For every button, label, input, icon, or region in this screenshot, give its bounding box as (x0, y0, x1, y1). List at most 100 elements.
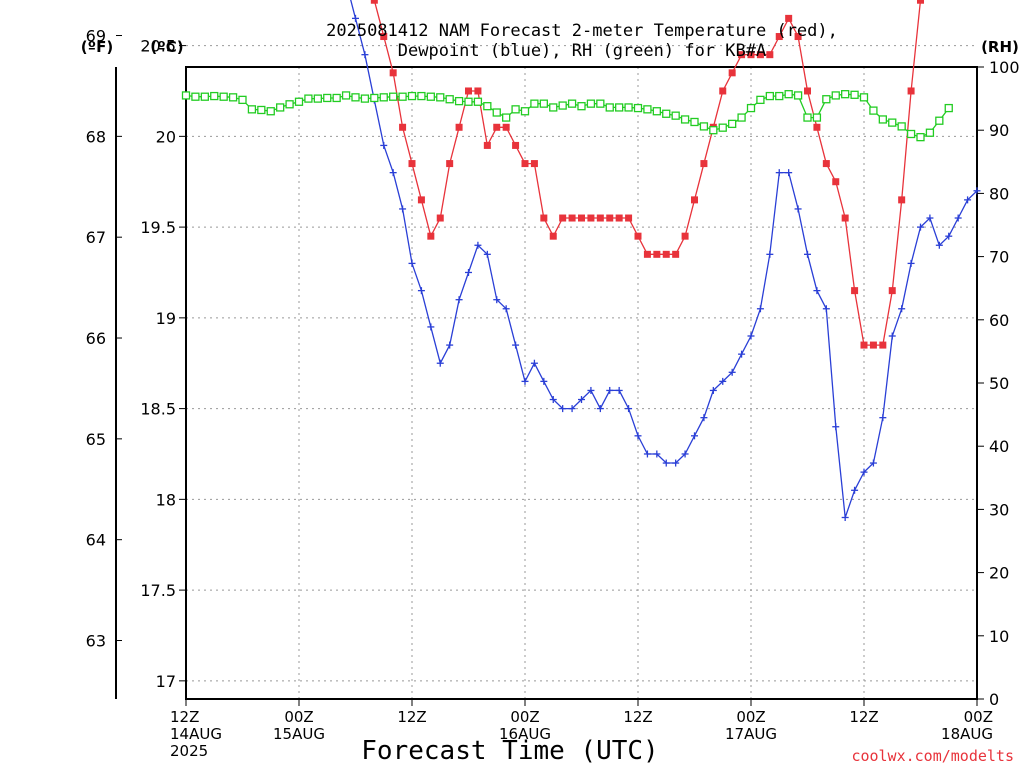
rh-point (643, 105, 652, 114)
temperature-point (625, 214, 633, 222)
rh-tick-label: 10 (989, 627, 1009, 646)
dewpoint-point (709, 386, 717, 394)
temperature-point (446, 160, 454, 168)
fahrenheit-tick-label: 64 (86, 531, 106, 550)
rh-point (690, 117, 699, 127)
temperature-point (568, 214, 576, 222)
temperature-point (728, 69, 736, 77)
chart-title-line2: Dewpoint (blue), RH (green) for KB#A (398, 41, 766, 61)
x-tick-label: 14AUG (170, 725, 222, 743)
dewpoint-point (691, 432, 698, 440)
dewpoint-point (521, 377, 529, 385)
dewpoint-point (700, 414, 708, 422)
rh-point (624, 103, 633, 112)
x-tick-label: 12Z (170, 708, 199, 726)
rh-point (793, 91, 803, 100)
temperature-point (596, 214, 604, 222)
rh-tick-label: 40 (989, 437, 1009, 456)
dewpoint-point (408, 259, 416, 267)
temperature-point (681, 232, 689, 240)
rh-point (417, 91, 426, 101)
dewpoint-point (417, 287, 425, 295)
temperature-point (380, 33, 388, 41)
temperature-point (747, 51, 755, 59)
fahrenheit-tick-label: 65 (86, 430, 106, 449)
rh-point (549, 103, 558, 112)
rh-point (709, 126, 718, 135)
temperature-point (785, 14, 793, 22)
rh-point (483, 102, 492, 111)
rh-point (765, 91, 774, 101)
rh-point (520, 107, 530, 116)
dewpoint-point (860, 468, 868, 476)
dewpoint-point (917, 223, 924, 231)
dewpoint-point (361, 51, 369, 59)
temperature-point (417, 196, 425, 204)
dewpoint-point (813, 287, 821, 295)
rh-point (407, 91, 417, 101)
rh-series (181, 90, 953, 142)
temperature-point (719, 87, 727, 95)
dewpoint-point (766, 250, 774, 258)
temperature-point (653, 250, 661, 258)
rh-point (257, 105, 266, 115)
temperature-point (370, 0, 378, 4)
rh-point (633, 103, 643, 113)
rh-point (859, 93, 869, 102)
temperature-point (389, 69, 397, 77)
temperature-point (851, 287, 859, 295)
dewpoint-point (869, 459, 877, 467)
fahrenheit-unit-label: (ºF) (81, 38, 113, 56)
x-tick-label: 00Z (736, 708, 765, 726)
rh-point (775, 91, 784, 101)
temperature-point (634, 232, 642, 240)
rh-point (511, 105, 520, 114)
x-tick-label: 12Z (623, 708, 652, 726)
dewpoint-point (399, 205, 407, 213)
dewpoint-point (615, 386, 623, 394)
rh-tick-label: 100 (989, 58, 1020, 77)
rh-point (897, 122, 906, 131)
temperature-point (455, 123, 463, 131)
dewpoint-point (747, 332, 755, 340)
rh-point (841, 90, 850, 99)
series-layer (181, 0, 981, 521)
temperature-point (483, 141, 491, 149)
dewpoint-point (634, 432, 642, 440)
rh-point (473, 97, 483, 106)
temperature-point (860, 341, 868, 349)
chart-title-line1: 2025081412 NAM Forecast 2-meter Temperat… (326, 21, 838, 41)
temperature-point (756, 51, 764, 59)
rh-point (558, 101, 567, 110)
rh-point (944, 103, 953, 113)
rh-point (313, 94, 322, 103)
dewpoint-point (832, 423, 840, 431)
temperature-point (917, 0, 924, 4)
temperature-point (540, 214, 548, 222)
rh-point (219, 92, 228, 101)
x-axis-title: Forecast Time (UTC) (361, 736, 658, 766)
fahrenheit-tick-label: 68 (86, 127, 106, 146)
rh-point (304, 94, 313, 103)
temperature-point (502, 123, 510, 131)
rh-point (925, 128, 935, 137)
rh-point (398, 92, 407, 101)
dewpoint-point (804, 250, 811, 258)
dewpoint-point (559, 405, 567, 413)
dewpoint-point (907, 259, 915, 267)
dewpoint-point (926, 214, 934, 222)
x-tick-label: 2025 (170, 742, 208, 760)
temperature-point (832, 178, 840, 186)
dewpoint-point (653, 450, 661, 458)
x-tick-label: 12Z (849, 708, 878, 726)
dewpoint-point (954, 214, 962, 222)
rh-tick-label: 20 (989, 564, 1009, 583)
rh-unit-label: (RH) (981, 38, 1019, 56)
rh-tick-label: 30 (989, 500, 1009, 519)
dewpoint-point (540, 377, 548, 385)
dewpoint-point (738, 350, 746, 358)
rh-point (718, 123, 727, 132)
rh-tick-label: 90 (989, 121, 1009, 140)
dewpoint-line (350, 0, 978, 518)
